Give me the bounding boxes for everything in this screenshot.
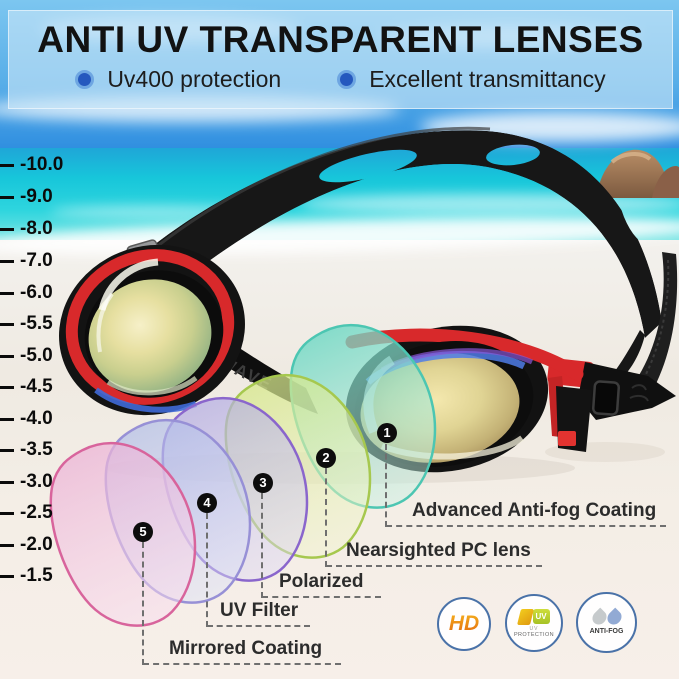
header-panel: ANTI UV TRANSPARENT LENSES Uv400 protect… [8,10,673,109]
uv-sublabel-line2: PROTECTION [513,631,555,638]
layer-marker-1: 1 [377,423,397,443]
diopter-tick-row: -9.0 [0,186,53,207]
tick-mark [0,195,14,199]
red-adjust-button [558,431,576,446]
water-drops-icon [589,607,624,628]
diopter-value: -5.0 [20,345,53,366]
hd-badge-label: HD [448,612,480,635]
layer-marker-3: 3 [253,473,273,493]
left-lens [59,239,245,416]
diopter-tick-row: -6.0 [0,282,53,303]
diopter-tick-row: -5.5 [0,313,53,334]
diopter-tick-row: -4.5 [0,376,53,397]
tick-mark [0,227,14,231]
uv-protection-badge: UV UV PROTECTION [505,594,563,652]
head-strap [140,126,678,395]
tick-mark [0,480,14,484]
red-gasket-left [65,249,235,405]
strap-buckle [547,358,676,452]
diopter-value: -3.5 [20,439,53,460]
tick-mark [0,543,14,547]
diopter-tick-row: -4.0 [0,408,53,429]
diopter-value: -8.0 [20,218,53,239]
anti-fog-badge-label: ANTI-FOG [589,628,624,635]
bullet-uv400: Uv400 protection [75,66,281,93]
hd-badge: HD [437,597,491,651]
tick-mark [0,259,14,263]
bullet-label: Excellent transmittancy [369,66,606,92]
tick-mark [0,385,14,389]
uv-shield-icon: UV [516,608,550,625]
diopter-tick-row: -2.0 [0,534,53,555]
strap-tail [632,252,678,395]
diopter-tick-row: -7.0 [0,250,53,271]
tick-mark [0,417,14,421]
layer-label-mirrored: Mirrored Coating [143,638,341,665]
diopter-tick-row: -3.0 [0,471,53,492]
layer-marker-5: 5 [133,522,153,542]
layer-label-antifog: Advanced Anti-fog Coating [386,500,666,527]
bullet-dot-icon [337,70,357,89]
tick-mark [0,322,14,326]
diopter-value: -4.0 [20,408,53,429]
layer-marker-4: 4 [197,493,217,513]
connector-line-4 [206,513,208,627]
lens-layer-5-mirrored [49,441,197,627]
uv-badge-label: UV [532,609,550,624]
page-title: ANTI UV TRANSPARENT LENSES [37,19,644,60]
diopter-value: -7.0 [20,250,53,271]
tick-mark [0,163,14,167]
diopter-value: -2.5 [20,502,53,523]
connector-line-2 [325,468,327,567]
layer-marker-2: 2 [316,448,336,468]
diopter-tick-row: -3.5 [0,439,53,460]
diopter-tick-row: -1.5 [0,565,53,586]
diopter-value: -4.5 [20,376,53,397]
layer-label-polarized: Polarized [262,571,381,598]
bullet-label: Uv400 protection [107,66,282,92]
layer-label-nearsighted: Nearsighted PC lens [326,540,542,567]
diopter-tick-row: -5.0 [0,345,53,366]
diopter-value: -5.5 [20,313,53,334]
anti-fog-badge: ANTI-FOG [576,592,637,653]
uv-sublabel-line1: UV [529,625,539,632]
rocks [596,149,679,198]
diopter-tick-row: -10.0 [0,154,64,175]
connector-line-3 [261,493,263,598]
diopter-value: -6.0 [20,282,53,303]
tick-mark [0,291,14,295]
diopter-value: -10.0 [20,154,64,175]
diopter-value: -1.5 [20,565,53,586]
layer-label-uvfilter: UV Filter [207,600,310,627]
diopter-value: -9.0 [20,186,53,207]
connector-line-1 [385,444,387,527]
diopter-value: -2.0 [20,534,53,555]
feature-bullets: Uv400 protection Excellent transmittancy [75,66,606,93]
diopter-tick-row: -8.0 [0,218,53,239]
tick-mark [0,574,14,578]
tick-mark [0,354,14,358]
tick-mark [0,511,14,515]
tick-mark [0,448,14,452]
diopter-tick-row: -2.5 [0,502,53,523]
lens-layer-stack [49,323,437,627]
bullet-dot-icon [75,70,95,89]
connector-line-5 [142,542,144,665]
bullet-transmittancy: Excellent transmittancy [337,66,606,93]
diopter-value: -3.0 [20,471,53,492]
